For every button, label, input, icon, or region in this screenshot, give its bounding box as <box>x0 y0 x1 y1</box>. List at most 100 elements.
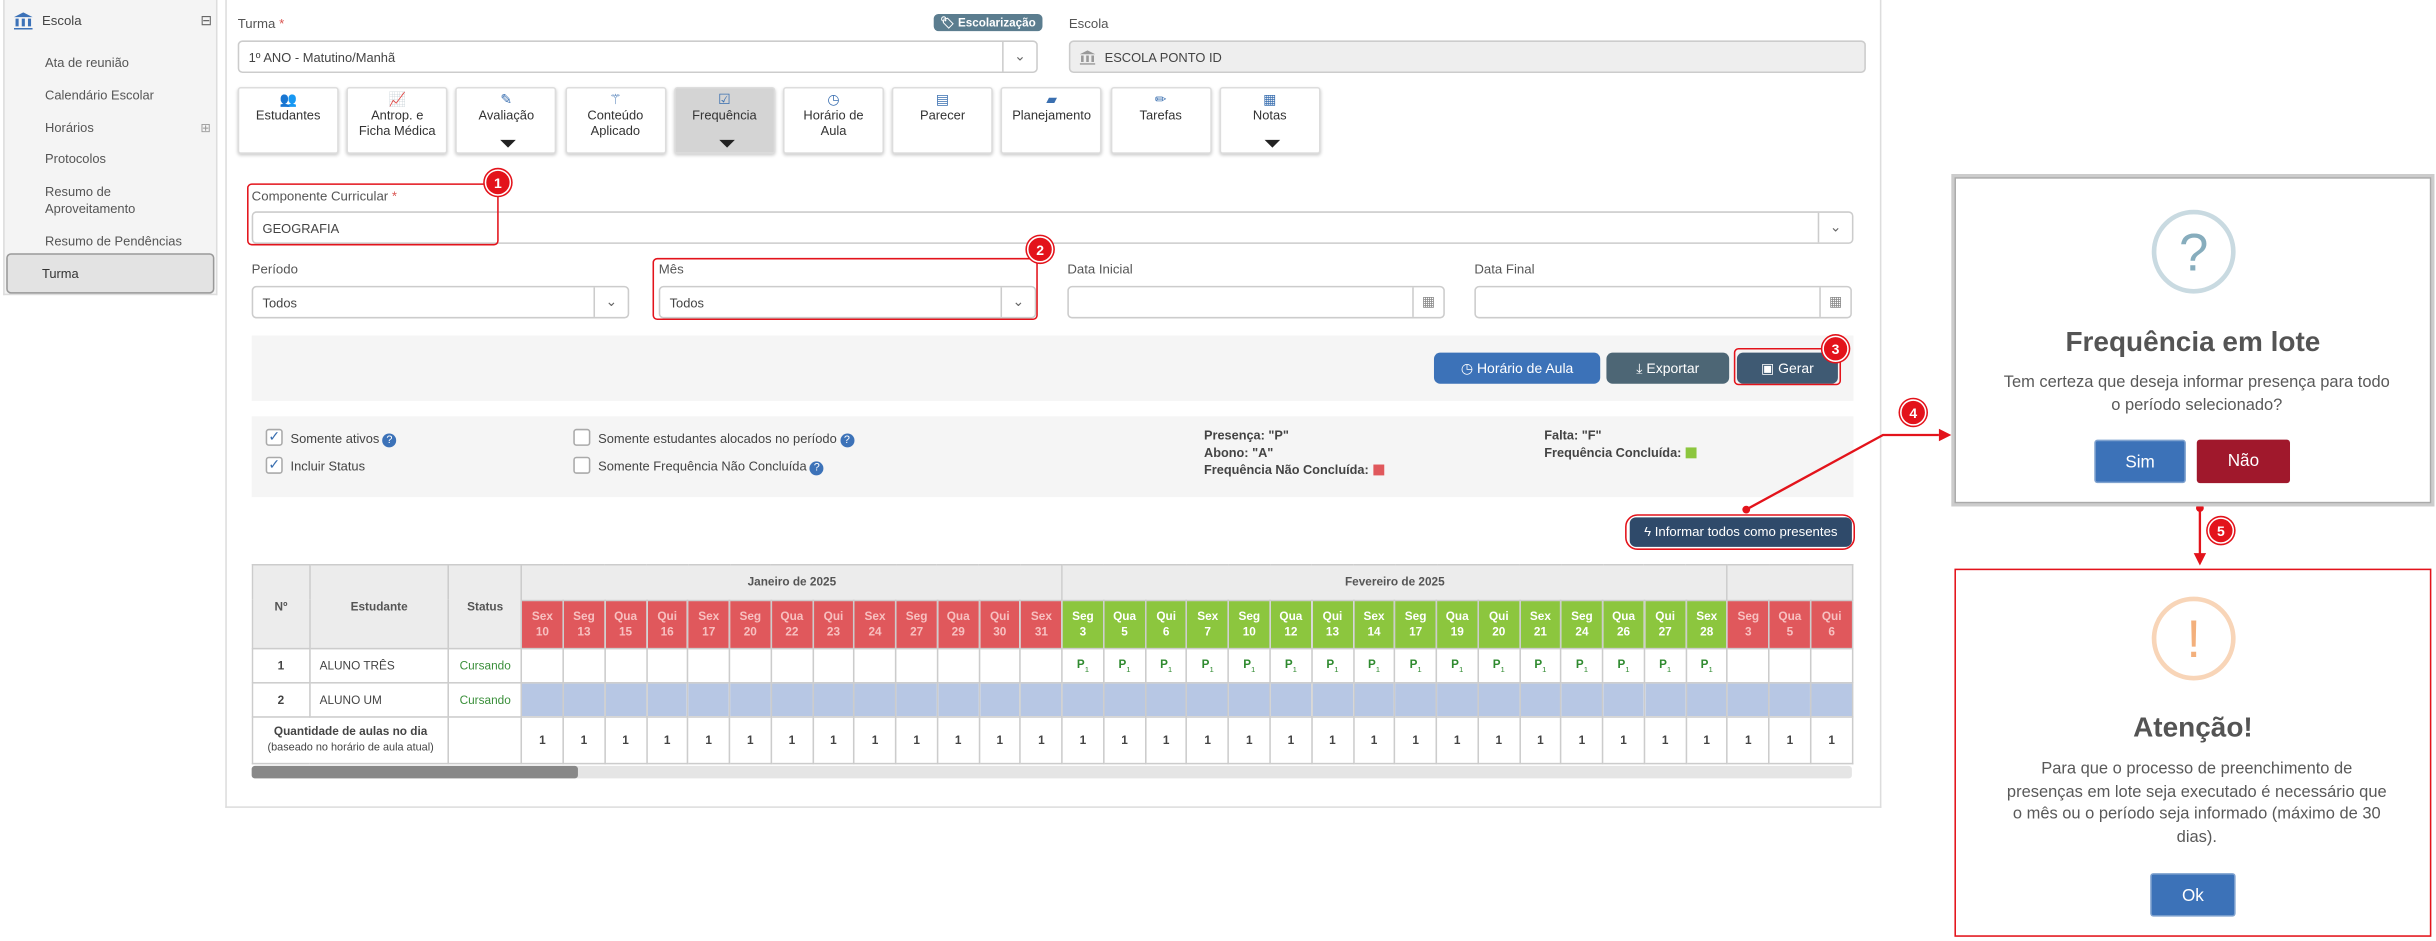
attendance-cell[interactable]: P1 <box>1352 647 1396 684</box>
exportar-button[interactable]: ⤓ Exportar <box>1606 352 1730 384</box>
data-final-input[interactable]: ▦ <box>1474 285 1852 319</box>
turma-select[interactable]: 1º ANO - Matutino/Manhã ⌄ <box>237 40 1038 74</box>
attendance-cell[interactable] <box>895 647 939 684</box>
attendance-cell[interactable] <box>978 682 1022 718</box>
tab-antrope[interactable]: 📈 Antrop. e Ficha Médica <box>346 87 448 154</box>
attendance-cell[interactable]: P1 <box>1518 647 1562 684</box>
escolarizacao-badge[interactable]: 🏷 Escolarização <box>933 13 1042 32</box>
calendar-icon[interactable]: ▦ <box>1412 287 1443 317</box>
componente-select[interactable]: GEOGRAFIA ⌄ <box>251 211 1854 244</box>
tab-frequencia[interactable]: ☑ Frequência <box>673 87 775 154</box>
attendance-cell[interactable] <box>603 682 648 718</box>
sidebar-item-turma[interactable]: Turma <box>6 253 215 294</box>
gerar-button[interactable]: ▣ Gerar <box>1736 352 1838 384</box>
attendance-cell[interactable] <box>687 682 731 718</box>
caret-down-icon[interactable] <box>719 139 735 148</box>
attendance-cell[interactable] <box>1809 647 1854 684</box>
attendance-cell[interactable]: P1 <box>1601 647 1646 684</box>
tab-notas[interactable]: ▦ Notas <box>1219 87 1321 154</box>
attendance-cell[interactable] <box>1144 682 1188 718</box>
attendance-cell[interactable] <box>936 647 980 684</box>
collapse-icon[interactable]: ⊟ <box>200 12 213 28</box>
attendance-cell[interactable]: P1 <box>1310 647 1355 684</box>
tab-tarefas[interactable]: ✏ Tarefas <box>1110 87 1212 154</box>
calendar-icon[interactable]: ▦ <box>1819 287 1850 317</box>
attendance-cell[interactable]: P1 <box>1435 647 1479 684</box>
help-icon[interactable]: ? <box>809 461 824 476</box>
data-inicial-input[interactable]: ▦ <box>1067 285 1445 319</box>
attendance-cell[interactable] <box>1726 682 1770 718</box>
attendance-cell[interactable] <box>728 682 772 718</box>
caret-down-icon[interactable] <box>500 139 517 148</box>
attendance-cell[interactable] <box>1685 682 1729 718</box>
attendance-cell[interactable] <box>1352 682 1396 718</box>
expand-icon[interactable]: ⊞ <box>200 121 211 136</box>
attendance-cell[interactable] <box>520 682 564 718</box>
attendance-cell[interactable] <box>1643 682 1687 718</box>
sidebar-item-calendario[interactable]: Calendário Escolar <box>45 87 154 103</box>
attendance-cell[interactable] <box>1435 682 1479 718</box>
attendance-cell[interactable] <box>853 682 897 718</box>
attendance-cell[interactable] <box>728 647 772 684</box>
horario-aula-button[interactable]: ◷ Horário de Aula <box>1433 352 1601 384</box>
attendance-cell[interactable] <box>520 647 564 684</box>
attendance-cell[interactable] <box>895 682 939 718</box>
attendance-cell[interactable] <box>1227 682 1271 718</box>
attendance-cell[interactable]: P1 <box>1560 647 1604 684</box>
tab-planejamento[interactable]: ▰ Planejamento <box>1001 87 1103 154</box>
tab-horariode[interactable]: ◷ Horário de Aula <box>783 87 884 154</box>
attendance-cell[interactable] <box>1310 682 1355 718</box>
scrollbar-thumb[interactable] <box>251 765 578 779</box>
attendance-cell[interactable] <box>1019 682 1063 718</box>
attendance-cell[interactable] <box>811 647 856 684</box>
attendance-cell[interactable] <box>978 647 1022 684</box>
mes-select[interactable]: Todos ⌄ <box>658 285 1037 319</box>
ok-button[interactable]: Ok <box>2150 873 2236 917</box>
horizontal-scrollbar[interactable] <box>251 765 1852 779</box>
sidebar-item-protocolos[interactable]: Protocolos <box>45 150 106 167</box>
attendance-cell[interactable] <box>1768 647 1812 684</box>
attendance-cell[interactable]: P1 <box>1643 647 1687 684</box>
attendance-cell[interactable]: P1 <box>1269 647 1313 684</box>
attendance-cell[interactable] <box>1019 647 1063 684</box>
attendance-cell[interactable] <box>936 682 980 718</box>
attendance-cell[interactable] <box>1186 682 1230 718</box>
informar-presentes-button[interactable]: ϟ Informar todos como presentes <box>1629 517 1852 547</box>
attendance-cell[interactable] <box>1601 682 1646 718</box>
attendance-cell[interactable] <box>562 647 606 684</box>
help-icon[interactable]: ? <box>382 433 397 448</box>
attendance-cell[interactable] <box>770 682 814 718</box>
attendance-cell[interactable] <box>1768 682 1812 718</box>
attendance-cell[interactable]: P1 <box>1186 647 1230 684</box>
sidebar-item-horarios[interactable]: Horários <box>45 119 94 136</box>
attendance-cell[interactable] <box>1477 682 1521 718</box>
attendance-cell[interactable] <box>811 682 856 718</box>
attendance-cell[interactable] <box>853 647 897 684</box>
periodo-select[interactable]: Todos ⌄ <box>251 285 630 319</box>
attendance-cell[interactable]: P1 <box>1102 647 1147 684</box>
sidebar-item-resumo-pendencias[interactable]: Resumo de Pendências <box>45 233 182 249</box>
somente-ativos-checkbox[interactable]: ✓ <box>265 428 283 446</box>
tab-conteudo[interactable]: ⚚ Conteúdo Aplicado <box>564 87 666 154</box>
tab-parecer[interactable]: ▤ Parecer <box>892 87 994 154</box>
attendance-cell[interactable]: P1 <box>1685 647 1729 684</box>
attendance-cell[interactable] <box>770 647 814 684</box>
attendance-cell[interactable]: P1 <box>1477 647 1521 684</box>
attendance-cell[interactable] <box>1726 647 1770 684</box>
attendance-cell[interactable] <box>1102 682 1147 718</box>
caret-down-icon[interactable] <box>1264 139 1280 148</box>
attendance-cell[interactable]: P1 <box>1061 647 1105 684</box>
attendance-cell[interactable]: P1 <box>1394 647 1438 684</box>
attendance-cell[interactable] <box>1394 682 1438 718</box>
incluir-status-checkbox[interactable]: ✓ <box>265 456 283 474</box>
attendance-cell[interactable]: P1 <box>1144 647 1188 684</box>
sidebar-item-ata[interactable]: Ata de reunião <box>45 54 129 70</box>
attendance-cell[interactable] <box>1269 682 1313 718</box>
attendance-cell[interactable] <box>1809 682 1854 718</box>
sidebar-header-escola[interactable]: Escola <box>13 9 213 31</box>
tab-avaliacao[interactable]: ✎ Avaliação <box>455 87 557 154</box>
attendance-cell[interactable] <box>645 647 689 684</box>
sidebar-item-resumo-aproveitamento[interactable]: Resumo de Aproveitamento <box>45 183 136 216</box>
help-icon[interactable]: ? <box>839 433 854 448</box>
tab-estudantes[interactable]: 👥 Estudantes <box>237 87 339 154</box>
